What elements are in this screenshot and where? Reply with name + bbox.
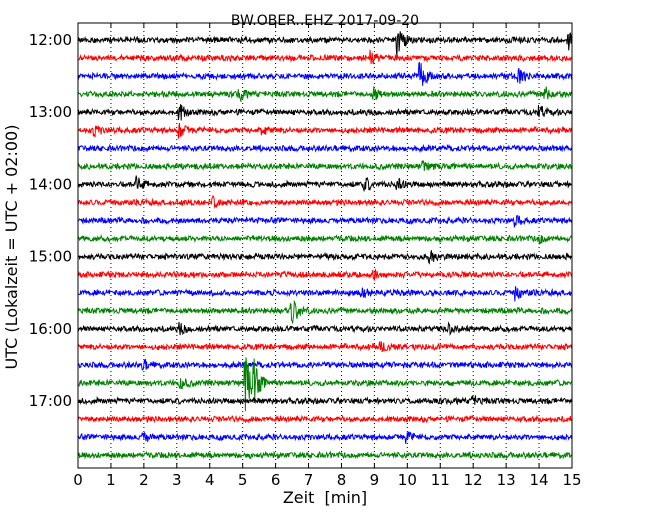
x-tick-label: 1 xyxy=(106,471,116,489)
chart-title: BW.OBER..EHZ 2017-09-20 xyxy=(231,13,419,29)
x-axis-label: Zeit [min] xyxy=(283,488,367,507)
x-tick-label: 0 xyxy=(73,471,83,489)
seismic-trace xyxy=(77,160,573,172)
seismic-trace xyxy=(77,299,573,324)
y-tick-label: 14:00 xyxy=(29,175,72,193)
y-tick-label: 13:00 xyxy=(29,103,72,121)
seismic-trace xyxy=(77,357,573,412)
seismic-trace xyxy=(77,414,573,424)
x-tick-label: 13 xyxy=(497,471,516,489)
x-tick-label: 14 xyxy=(530,471,549,489)
x-tick-label: 3 xyxy=(172,471,182,489)
seismic-trace xyxy=(77,31,573,57)
x-axis-ticks: 0 1 2 3 4 5 6 7 8 9 10 11 12 13 14 15 xyxy=(73,23,582,489)
y-tick-label: 17:00 xyxy=(29,392,72,410)
seismic-trace xyxy=(77,122,573,139)
plot-frame xyxy=(77,22,573,469)
x-tick-label: 5 xyxy=(238,471,248,489)
seismic-trace xyxy=(77,340,573,353)
seismic-trace xyxy=(77,395,573,406)
seismic-trace xyxy=(77,215,573,228)
seismic-trace xyxy=(77,175,573,193)
y-tick-label: 16:00 xyxy=(29,320,72,338)
seismic-trace xyxy=(77,358,573,371)
seismic-trace xyxy=(77,233,573,245)
x-tick-label: 9 xyxy=(370,471,380,489)
x-tick-label: 6 xyxy=(271,471,281,489)
seismic-trace xyxy=(77,86,573,102)
x-tick-label: 2 xyxy=(139,471,149,489)
y-tick-label: 15:00 xyxy=(29,248,72,266)
x-tick-label: 11 xyxy=(431,471,450,489)
x-tick-label: 10 xyxy=(398,471,417,489)
seismic-traces xyxy=(77,31,573,460)
seismic-trace xyxy=(77,286,573,302)
x-tick-label: 15 xyxy=(562,471,581,489)
seismic-trace xyxy=(77,49,573,65)
x-tick-label: 12 xyxy=(464,471,483,489)
y-tick-label: 12:00 xyxy=(29,31,72,49)
y-axis-ticks: 12:00 13:00 14:00 15:00 16:00 17:00 xyxy=(29,31,572,410)
x-tick-label: 4 xyxy=(205,471,215,489)
seismic-trace xyxy=(77,268,573,281)
seismic-trace xyxy=(77,143,573,154)
x-tick-label: 7 xyxy=(304,471,314,489)
x-tick-label: 8 xyxy=(337,471,347,489)
seismic-trace xyxy=(77,431,573,444)
seismic-trace xyxy=(77,104,573,121)
seismic-trace xyxy=(77,450,573,460)
seismic-trace xyxy=(78,250,573,265)
y-axis-label: UTC (Lokalzeit = UTC + 02:00) xyxy=(2,125,21,370)
seismic-trace xyxy=(77,194,573,209)
seismic-trace xyxy=(77,61,573,86)
seismic-trace xyxy=(77,321,573,337)
